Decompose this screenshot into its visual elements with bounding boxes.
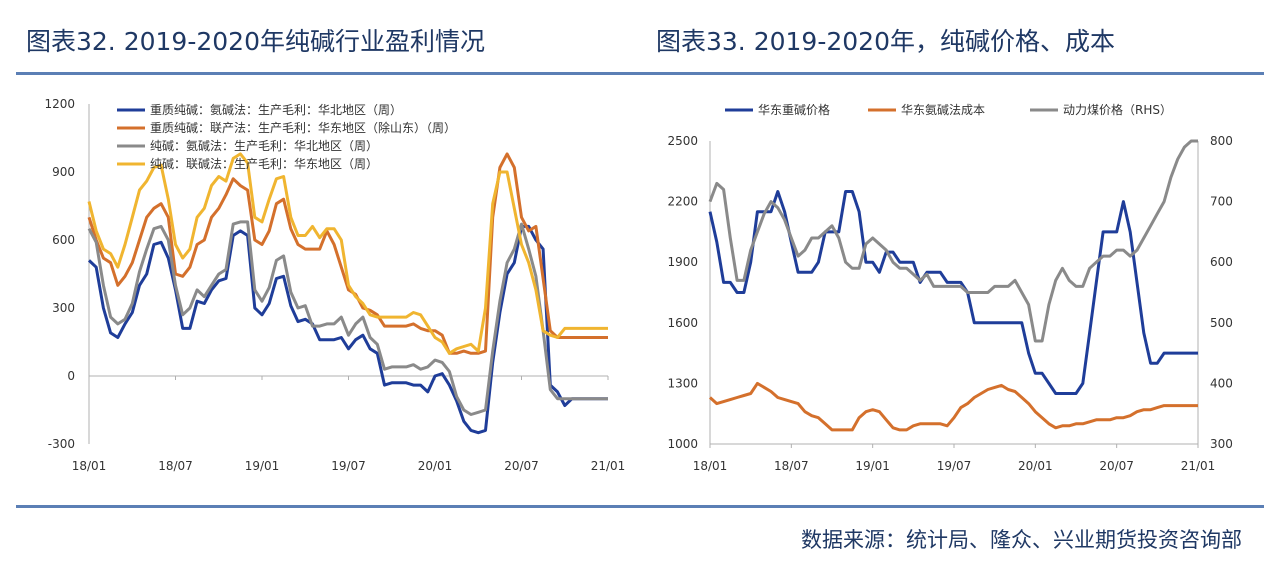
right-y-tick-label: 600: [1210, 255, 1233, 269]
left-y-tick-label: 1000: [667, 437, 698, 451]
x-tick-label: 18/07: [158, 459, 193, 473]
x-tick-label: 20/01: [418, 459, 453, 473]
chart-right-title: 图表33. 2019-2020年，纯碱价格、成本: [656, 27, 1115, 56]
y-tick-label: -300: [48, 437, 75, 451]
x-tick-label: 18/01: [693, 459, 728, 473]
x-tick-label: 20/01: [1018, 459, 1053, 473]
left-y-tick-label: 1300: [667, 376, 698, 390]
x-tick-label: 20/07: [504, 459, 539, 473]
x-tick-label: 21/01: [591, 459, 626, 473]
y-tick-label: 900: [52, 165, 75, 179]
x-tick-label: 20/07: [1099, 459, 1134, 473]
x-tick-label: 19/01: [245, 459, 280, 473]
left-y-tick-label: 2500: [667, 134, 698, 148]
profit-chart: -300 0 300 600 900 1200 18/01 18/07 19/01 19/07 20…: [44, 97, 626, 473]
bottom-divider: [16, 505, 1264, 508]
series-line-2: [708, 381, 1198, 432]
y-tick-label: 0: [67, 369, 75, 383]
legend-label: 华东氨碱法成本: [901, 103, 985, 117]
right-y-tick-label: 700: [1210, 195, 1233, 209]
series-line-3: [708, 139, 1198, 343]
left-y-tick-label: 1900: [667, 255, 698, 269]
legend-label: 动力煤价格（RHS）: [1063, 102, 1172, 117]
right-y-tick-label: 300: [1210, 437, 1233, 451]
legend-label: 重质纯碱：联产法：生产毛利：华东地区（除山东）（周）: [150, 120, 456, 135]
series-line-1: [708, 190, 1198, 395]
series-line-2: [87, 152, 608, 355]
series-line-4: [87, 152, 608, 355]
y-tick-label: 300: [52, 301, 75, 315]
data-source-note: 数据来源：统计局、隆众、兴业期货投资咨询部: [801, 528, 1242, 552]
series-line-3: [87, 220, 608, 416]
legend-label: 纯碱：氨碱法：生产毛利：华北地区（周）: [150, 139, 378, 153]
left-y-tick-label: 1600: [667, 316, 698, 330]
top-divider: [16, 72, 1264, 75]
legend-label: 纯碱：联碱法：生产毛利：华东地区（周）: [150, 157, 378, 171]
legend-label: 重质纯碱：氨碱法：生产毛利：华北地区（周）: [150, 103, 402, 117]
right-y-tick-label: 500: [1210, 316, 1233, 330]
price-cost-chart: 1000 1300 1600 1900 2200 2500 300 400 500 600 700 8…: [667, 102, 1233, 473]
y-tick-label: 1200: [44, 97, 75, 111]
chart-left-title: 图表32. 2019-2020年纯碱行业盈利情况: [26, 27, 485, 56]
left-y-tick-label: 2200: [667, 195, 698, 209]
x-tick-label: 18/01: [72, 459, 107, 473]
y-tick-label: 600: [52, 233, 75, 247]
x-tick-label: 19/07: [937, 459, 972, 473]
x-tick-label: 18/07: [774, 459, 809, 473]
x-tick-label: 19/01: [855, 459, 890, 473]
right-y-tick-label: 800: [1210, 134, 1233, 148]
x-tick-label: 19/07: [331, 459, 366, 473]
x-tick-label: 21/01: [1181, 459, 1216, 473]
legend-label: 华东重碱价格: [758, 102, 830, 117]
right-y-tick-label: 400: [1210, 376, 1233, 390]
